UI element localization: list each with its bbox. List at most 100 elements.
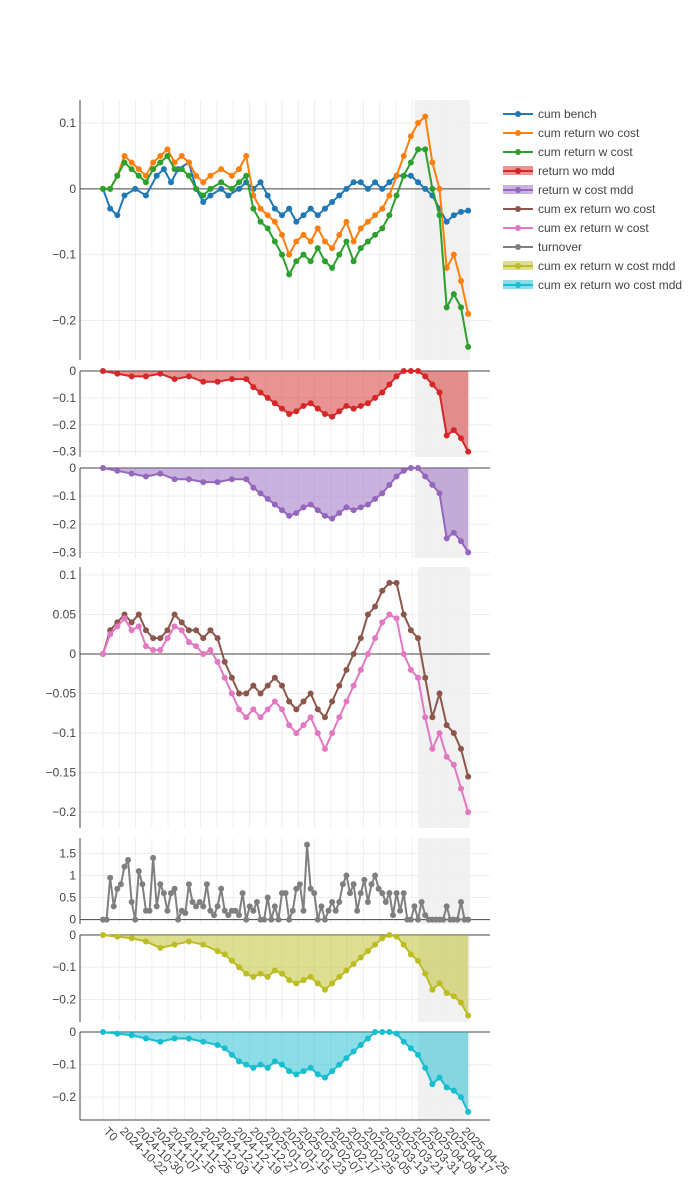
data-point (157, 159, 164, 166)
data-point (436, 980, 443, 987)
data-point (443, 264, 450, 271)
data-point (422, 970, 429, 977)
data-point (293, 510, 300, 516)
data-point (207, 627, 214, 634)
data-point (393, 373, 400, 380)
data-point (465, 448, 472, 455)
data-point (336, 251, 343, 258)
data-point (329, 698, 336, 705)
data-point (364, 651, 371, 657)
data-point (357, 666, 364, 673)
data-point (422, 912, 429, 919)
data-point (164, 907, 171, 914)
data-point (454, 916, 461, 923)
data-point (225, 912, 232, 919)
data-point (279, 1061, 285, 1068)
data-point (221, 658, 228, 665)
data-point (357, 179, 364, 186)
legend-item-cum-ex-return-wo-cost[interactable]: cum ex return wo cost (503, 202, 656, 216)
data-point (336, 714, 343, 721)
legend-item-cum-return-wo-cost[interactable]: cum return wo cost (503, 126, 640, 140)
data-point (164, 627, 171, 634)
data-point (214, 1042, 221, 1049)
data-point (185, 172, 192, 179)
data-point (150, 159, 157, 166)
data-point (400, 467, 407, 474)
data-point (193, 185, 200, 192)
data-point (221, 907, 228, 914)
legend-item-cum-bench[interactable]: cum bench (503, 107, 597, 121)
data-point (436, 212, 443, 219)
legend-item-cum-ex-return-w-cost[interactable]: cum ex return w cost (503, 221, 649, 235)
data-point (153, 172, 160, 179)
data-point (286, 271, 293, 278)
data-point (296, 881, 303, 888)
data-point (207, 907, 214, 914)
data-point (400, 651, 407, 657)
data-point (257, 970, 264, 977)
data-point (243, 916, 250, 923)
data-point (164, 146, 171, 153)
data-point (128, 898, 135, 905)
data-point (271, 501, 278, 508)
data-point (286, 1068, 293, 1075)
data-point (275, 916, 282, 923)
data-point (415, 1051, 422, 1058)
y-tick-label: 0 (69, 928, 76, 942)
data-point (389, 912, 396, 919)
data-point (207, 185, 214, 192)
data-point (458, 999, 464, 1006)
data-point (400, 172, 407, 179)
data-point (114, 467, 121, 474)
data-point (289, 907, 296, 914)
legend-item-cum-ex-return-wo-cost-mdd[interactable]: cum ex return wo cost mdd (503, 278, 682, 292)
panel-cum-ex-return-w-cost-mdd: 0 −0.1 −0.2 (52, 928, 490, 1022)
data-point (232, 907, 239, 914)
series-fill (103, 935, 469, 1016)
data-point (257, 490, 264, 497)
panel-return-wo-mdd: 0 −0.1 −0.2 −0.3 (52, 364, 490, 459)
legend-item-turnover[interactable]: turnover (503, 240, 582, 254)
data-point (422, 113, 429, 120)
data-point (236, 690, 243, 697)
legend-item-cum-ex-return-w-cost-mdd[interactable]: cum ex return w cost mdd (503, 259, 675, 273)
data-point (135, 623, 142, 630)
data-point (379, 490, 386, 497)
data-point (142, 192, 149, 199)
data-point (264, 212, 271, 219)
series-line (103, 114, 470, 315)
legend-item-return-wo-mdd[interactable]: return wo mdd (503, 164, 615, 178)
data-point (236, 166, 243, 173)
data-point (228, 376, 235, 383)
series-turnover (100, 841, 472, 924)
data-point (407, 666, 414, 673)
data-point (318, 903, 325, 910)
y-tick-label: −0.15 (46, 766, 77, 780)
data-point (279, 251, 285, 258)
data-point (465, 916, 472, 923)
data-point (314, 212, 321, 219)
data-point (415, 916, 422, 923)
legend-item-return-w-cost-mdd[interactable]: return w cost mdd (503, 183, 633, 197)
data-point (135, 868, 142, 875)
data-point (300, 977, 307, 984)
data-point (185, 1035, 192, 1042)
data-point (379, 890, 386, 897)
data-point (157, 152, 164, 159)
panel-cumulative-excess-returns: 0.1 0.05 0 −0.05 −0.1 −0.15 −0.2 (46, 567, 490, 828)
data-point (336, 682, 343, 689)
data-point (321, 1074, 328, 1081)
legend-label: return w cost mdd (538, 183, 633, 197)
legend-swatch-marker (515, 168, 521, 174)
data-point (300, 231, 307, 238)
data-point (114, 172, 121, 179)
data-point (214, 948, 221, 955)
legend-item-cum-return-w-cost[interactable]: cum return w cost (503, 145, 633, 159)
data-point (300, 722, 307, 729)
data-point (160, 890, 167, 897)
data-point (264, 1064, 271, 1071)
data-point (128, 627, 135, 634)
data-point (336, 510, 343, 516)
data-point (250, 973, 257, 980)
data-point (443, 1084, 450, 1091)
